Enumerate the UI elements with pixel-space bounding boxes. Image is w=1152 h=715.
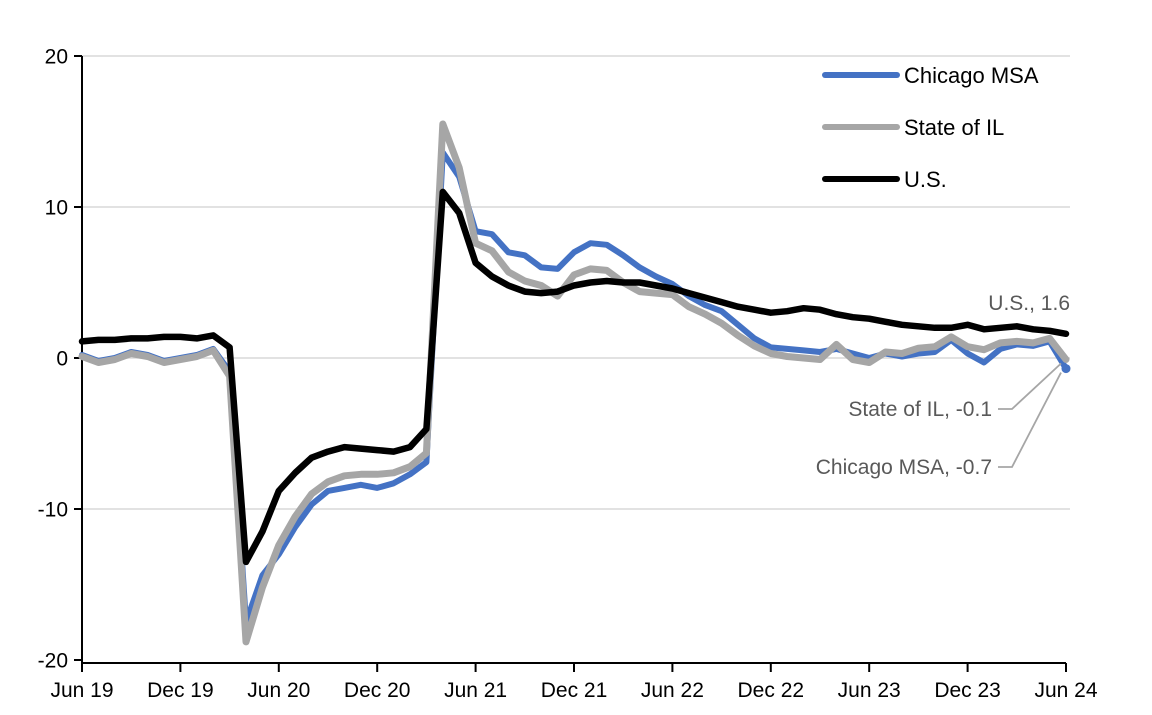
- series-line-state-of-il: [78, 120, 1070, 646]
- series-end-marker: [1061, 364, 1071, 374]
- series-end-callout: U.S., 1.6: [988, 292, 1070, 315]
- y-tick-label: 20: [45, 46, 68, 69]
- x-tick-label: Jun 19: [50, 679, 113, 702]
- x-tick-label: Jun 20: [247, 679, 310, 702]
- x-tick-label: Dec 21: [541, 679, 608, 702]
- series-end-callout: State of IL, -0.1: [848, 398, 992, 421]
- legend-item-label: Chicago MSA: [904, 63, 1039, 88]
- series-line-u-s-: [78, 188, 1070, 566]
- series-end-callout: Chicago MSA, -0.7: [816, 456, 992, 479]
- callout-leader-line: [998, 372, 1062, 468]
- x-tick-label: Dec 23: [934, 679, 1001, 702]
- x-tick-label: Jun 23: [838, 679, 901, 702]
- y-tick-label: -10: [38, 499, 68, 522]
- y-tick-label: -20: [38, 650, 68, 673]
- legend-item-label: State of IL: [904, 115, 1004, 140]
- x-tick-label: Dec 22: [738, 679, 805, 702]
- x-tick-label: Jun 22: [641, 679, 704, 702]
- x-tick-label: Jun 24: [1034, 679, 1097, 702]
- legend-item-label: U.S.: [904, 167, 947, 192]
- y-tick-label: 0: [56, 348, 68, 371]
- x-tick-label: Dec 19: [147, 679, 214, 702]
- x-tick-label: Dec 20: [344, 679, 411, 702]
- callout-leader-line: [998, 362, 1062, 410]
- x-tick-label: Jun 21: [444, 679, 507, 702]
- y-tick-label: 10: [45, 197, 68, 220]
